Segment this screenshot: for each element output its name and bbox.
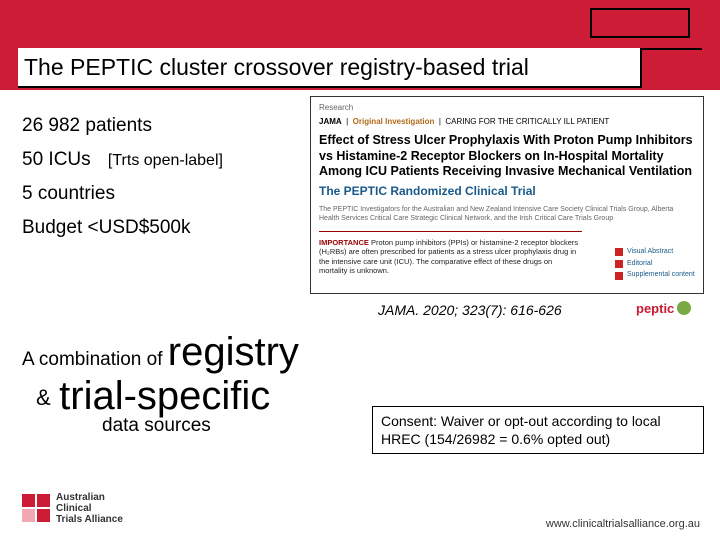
paper-title: Effect of Stress Ulcer Prophylaxis With … — [319, 133, 695, 180]
paper-tag: Original Investigation — [353, 117, 435, 126]
combo-word1: registry — [168, 330, 299, 374]
facts-column: 26 982 patients 50 ICUs [Trts open-label… — [22, 115, 302, 251]
square-icon — [615, 260, 623, 268]
combo-word2: trial-specific — [59, 374, 270, 418]
paper-side-links: Visual Abstract Editorial Supplemental c… — [615, 248, 695, 283]
fact-patients: 26 982 patients — [22, 115, 302, 137]
acta-l1: Australian — [56, 492, 123, 503]
paper-journal: JAMA — [319, 117, 342, 126]
paper-section: CARING FOR THE CRITICALLY ILL PATIENT — [445, 117, 609, 126]
combination-text: A combination of registry & trial-specif… — [22, 330, 372, 437]
acta-logo: Australian Clinical Trials Alliance — [22, 486, 142, 530]
acta-l2: Clinical — [56, 503, 123, 514]
paper-preview: Research JAMA | Original Investigation |… — [310, 96, 704, 294]
combo-prefix: A combination of — [22, 349, 162, 370]
slide-title-text: The PEPTIC cluster crossover registry-ba… — [24, 54, 529, 81]
peptic-logo-text: peptic — [636, 301, 674, 316]
peptic-logo: peptic — [636, 296, 702, 320]
paper-side-visual: Visual Abstract — [615, 248, 695, 257]
fact-icus-value: 50 ICUs — [22, 149, 91, 170]
slide-title: The PEPTIC cluster crossover registry-ba… — [18, 48, 702, 88]
header-corner-box — [590, 8, 690, 38]
fact-icus-note: [Trts open-label] — [108, 152, 223, 169]
fact-icus: 50 ICUs [Trts open-label] — [22, 149, 302, 171]
acta-l3: Trials Alliance — [56, 514, 123, 525]
combo-line1: A combination of registry — [22, 330, 372, 374]
peptic-logo-icon — [677, 301, 691, 315]
citation: JAMA. 2020; 323(7): 616-626 — [378, 302, 562, 318]
acta-mark-icon — [22, 494, 50, 522]
fact-countries: 5 countries — [22, 183, 302, 205]
combo-line2: & trial-specific — [22, 374, 372, 418]
combo-suffix: data sources — [102, 416, 372, 437]
paper-side-editorial: Editorial — [615, 260, 695, 269]
square-icon — [615, 272, 623, 280]
paper-side-a: Visual Abstract — [627, 248, 673, 257]
acta-text: Australian Clinical Trials Alliance — [56, 492, 123, 525]
combo-amp: & — [36, 385, 51, 410]
paper-kicker: Research — [319, 103, 695, 113]
paper-side-supp: Supplemental content — [615, 271, 695, 280]
paper-meta: JAMA | Original Investigation | CARING F… — [319, 117, 695, 127]
square-icon — [615, 248, 623, 256]
footer-url: www.clinicaltrialsalliance.org.au — [546, 518, 700, 530]
paper-authors: The PEPTIC Investigators for the Austral… — [319, 205, 695, 223]
fact-budget: Budget <USD$500k — [22, 217, 302, 239]
paper-side-b: Editorial — [627, 260, 652, 269]
paper-side-c: Supplemental content — [627, 271, 695, 280]
consent-box: Consent: Waiver or opt-out according to … — [372, 406, 704, 454]
paper-importance-label: IMPORTANCE — [319, 238, 369, 247]
paper-subtitle: The PEPTIC Randomized Clinical Trial — [319, 184, 695, 199]
title-accent-box — [640, 48, 702, 88]
paper-divider — [319, 231, 582, 232]
paper-importance: IMPORTANCE Proton pump inhibitors (PPIs)… — [319, 238, 582, 276]
